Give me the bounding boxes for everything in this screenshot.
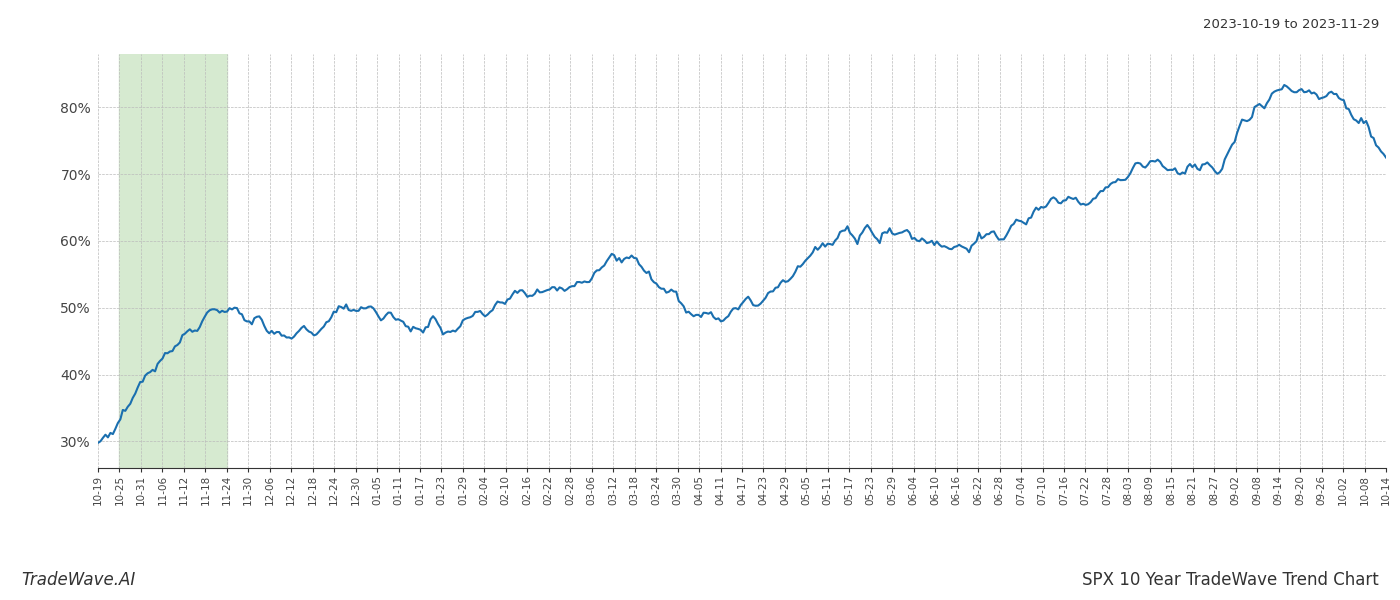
Text: 2023-10-19 to 2023-11-29: 2023-10-19 to 2023-11-29 xyxy=(1203,18,1379,31)
Text: SPX 10 Year TradeWave Trend Chart: SPX 10 Year TradeWave Trend Chart xyxy=(1082,571,1379,589)
Bar xyxy=(119,54,227,468)
Text: TradeWave.AI: TradeWave.AI xyxy=(21,571,136,589)
